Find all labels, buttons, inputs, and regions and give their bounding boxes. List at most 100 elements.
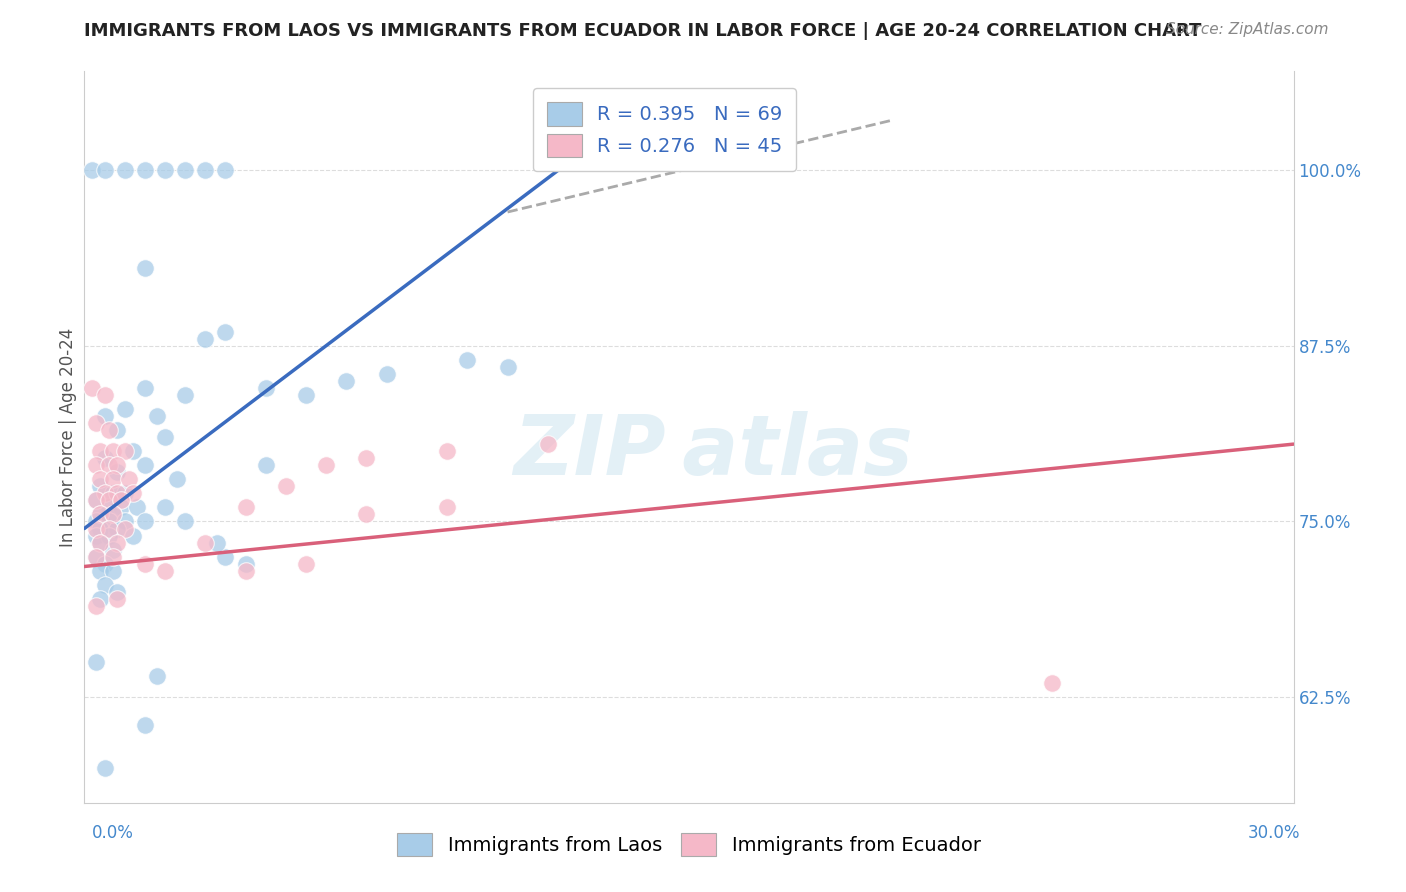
Point [86, 599, 108, 613]
Point [93, 451, 115, 466]
Point [194, 162, 217, 177]
Point [121, 444, 143, 458]
Point [86, 521, 108, 535]
Point [235, 500, 257, 515]
Point [89, 591, 111, 606]
Point [101, 472, 124, 486]
Text: 0.0%: 0.0% [91, 824, 134, 842]
Point [105, 521, 128, 535]
Point [89, 508, 111, 522]
Point [97, 515, 120, 529]
Point [295, 557, 318, 571]
Point [93, 761, 115, 775]
Point [153, 500, 176, 515]
Point [375, 367, 398, 381]
Text: ZIP atlas: ZIP atlas [513, 411, 912, 492]
Point [86, 528, 108, 542]
Point [254, 381, 277, 395]
Point [105, 535, 128, 549]
Point [166, 472, 188, 486]
Point [93, 409, 115, 423]
Point [97, 500, 120, 515]
Point [235, 557, 257, 571]
Point [114, 515, 136, 529]
Point [295, 388, 318, 402]
Point [114, 401, 136, 416]
Point [134, 162, 156, 177]
Point [86, 655, 108, 669]
Point [101, 508, 124, 522]
Point [86, 549, 108, 564]
Point [146, 669, 169, 683]
Legend: Immigrants from Laos, Immigrants from Ecuador: Immigrants from Laos, Immigrants from Ec… [387, 823, 991, 866]
Point [89, 444, 111, 458]
Text: 30.0%: 30.0% [1249, 824, 1301, 842]
Point [86, 515, 108, 529]
Point [153, 564, 176, 578]
Point [105, 486, 128, 500]
Point [86, 458, 108, 473]
Point [153, 430, 176, 444]
Point [146, 409, 169, 423]
Point [101, 564, 124, 578]
Point [274, 479, 297, 493]
Point [93, 578, 115, 592]
Point [93, 162, 115, 177]
Point [174, 162, 197, 177]
Point [86, 493, 108, 508]
Point [235, 564, 257, 578]
Point [89, 535, 111, 549]
Point [86, 416, 108, 430]
Point [105, 465, 128, 479]
Point [335, 374, 357, 388]
Point [121, 528, 143, 542]
Point [134, 515, 156, 529]
Point [207, 535, 229, 549]
Point [82, 162, 104, 177]
Point [82, 381, 104, 395]
Point [134, 718, 156, 732]
Point [174, 388, 197, 402]
Point [153, 162, 176, 177]
Point [101, 486, 124, 500]
Point [101, 444, 124, 458]
Point [89, 508, 111, 522]
Point [118, 472, 141, 486]
Point [114, 162, 136, 177]
Point [194, 535, 217, 549]
Point [125, 500, 148, 515]
Point [356, 451, 378, 466]
Point [93, 557, 115, 571]
Point [93, 388, 115, 402]
Point [89, 564, 111, 578]
Point [89, 479, 111, 493]
Point [97, 528, 120, 542]
Point [1040, 676, 1063, 690]
Point [105, 591, 128, 606]
Point [110, 493, 132, 508]
Point [537, 437, 560, 451]
Text: IMMIGRANTS FROM LAOS VS IMMIGRANTS FROM ECUADOR IN LABOR FORCE | AGE 20-24 CORRE: IMMIGRANTS FROM LAOS VS IMMIGRANTS FROM … [84, 22, 1202, 40]
Point [97, 493, 120, 508]
Point [105, 423, 128, 437]
Point [174, 515, 197, 529]
Point [105, 458, 128, 473]
Point [114, 521, 136, 535]
Point [105, 584, 128, 599]
Point [110, 500, 132, 515]
Point [436, 444, 458, 458]
Point [134, 261, 156, 276]
Point [436, 500, 458, 515]
Point [86, 549, 108, 564]
Point [496, 359, 519, 374]
Point [101, 542, 124, 557]
Point [97, 521, 120, 535]
Point [134, 557, 156, 571]
Point [134, 381, 156, 395]
Point [93, 486, 115, 500]
Point [86, 493, 108, 508]
Text: Source: ZipAtlas.com: Source: ZipAtlas.com [1166, 22, 1329, 37]
Point [97, 458, 120, 473]
Point [134, 458, 156, 473]
Point [101, 549, 124, 564]
